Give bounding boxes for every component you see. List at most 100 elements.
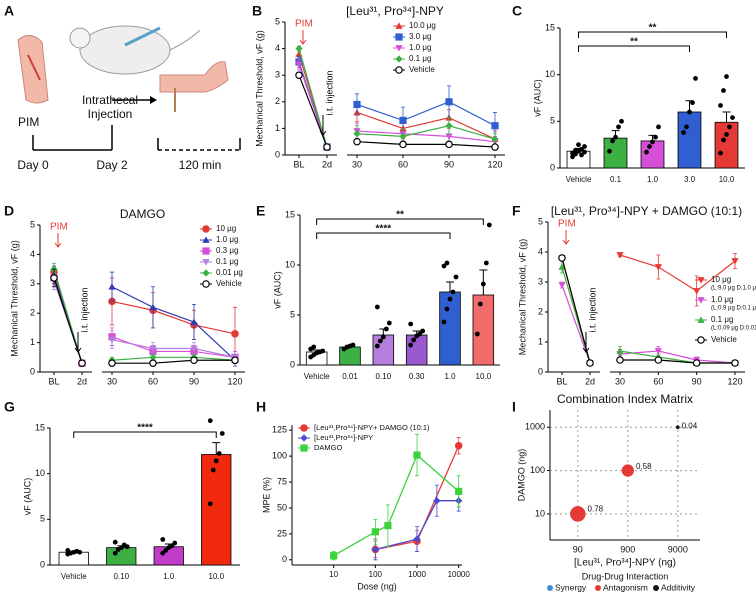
- data-point: [570, 154, 575, 160]
- bubble-label: 0.78: [588, 504, 604, 513]
- series-line: [356, 101, 496, 127]
- y-tick-label: 0: [30, 366, 35, 376]
- illustration: A PIM Intrathecal Injection Day 0 Day 2 …: [4, 3, 241, 172]
- y-tick-label: 0: [282, 554, 287, 564]
- x-tick-label: 900: [620, 544, 635, 554]
- x-tick-label: 30: [615, 376, 625, 386]
- y-tick-label: 2: [275, 96, 280, 106]
- arm-drawing: [17, 35, 49, 104]
- data-point: [687, 109, 692, 115]
- data-point: [377, 338, 383, 344]
- marker: [399, 116, 407, 125]
- y-tick-label: 4: [275, 43, 280, 53]
- legend-detail: (L:0.9 μg D:0.1 μg): [711, 306, 756, 312]
- marker: [697, 277, 705, 284]
- data-point: [721, 137, 726, 143]
- significance-label: ****: [137, 423, 153, 434]
- marker: [371, 545, 379, 554]
- data-point: [417, 331, 423, 337]
- marker: [202, 236, 210, 243]
- data-point: [721, 88, 726, 93]
- marker: [149, 303, 157, 311]
- legend-label: Vehicle: [711, 335, 737, 344]
- marker: [395, 22, 403, 29]
- significance-bracket: [316, 218, 484, 225]
- error-bar: [446, 281, 454, 292]
- significance-label: ****: [376, 224, 392, 235]
- marker: [202, 259, 210, 266]
- marker: [692, 359, 701, 367]
- data-point: [474, 331, 480, 337]
- series-line: [333, 453, 460, 557]
- data-point: [383, 326, 389, 332]
- panel-letter: F: [512, 203, 521, 219]
- series-line: [561, 284, 591, 364]
- data-point: [77, 549, 83, 555]
- y-tick-label: 5: [275, 16, 280, 26]
- data-point: [450, 289, 456, 295]
- annotation: i.t. injection: [587, 287, 597, 332]
- y-tick-label: 4: [30, 249, 35, 259]
- significance-label: **: [649, 23, 657, 34]
- series-line: [356, 125, 496, 140]
- x-tick-label: 0.10: [113, 572, 129, 581]
- x-tick-label: 10.0: [476, 372, 492, 381]
- marker: [654, 356, 663, 364]
- x-tick-label: 10.0: [719, 175, 735, 184]
- x-tick-label: 120: [487, 159, 502, 169]
- marker: [445, 133, 453, 140]
- marker: [149, 353, 157, 361]
- legend-label: 10.0 μg: [409, 21, 436, 30]
- marker: [399, 132, 407, 140]
- marker: [616, 347, 624, 354]
- bubble: [675, 425, 680, 430]
- panel-letter: G: [4, 399, 15, 415]
- series-line: [111, 300, 236, 335]
- y-axis-label: DAMGO (ng): [516, 449, 526, 502]
- data-point: [411, 337, 417, 343]
- syringe: [124, 26, 161, 47]
- marker: [149, 359, 157, 367]
- data-point: [408, 342, 414, 348]
- y-tick-label: 0: [550, 162, 555, 172]
- x-tick-label: 2d: [77, 376, 87, 386]
- marker: [693, 288, 701, 295]
- y-tick-label: 15: [545, 22, 555, 32]
- bar: [201, 454, 232, 566]
- data-point: [483, 260, 489, 266]
- series-line: [561, 257, 591, 364]
- marker: [445, 140, 453, 149]
- y-tick-label: 0: [538, 366, 543, 376]
- data-point: [441, 319, 447, 325]
- chart-title: DAMGO: [120, 207, 165, 221]
- y-tick-label: 1: [30, 337, 35, 347]
- data-point: [647, 144, 652, 149]
- marker: [455, 487, 463, 495]
- marker: [558, 254, 566, 262]
- marker: [731, 359, 739, 367]
- data-point: [684, 124, 689, 130]
- series-line: [111, 286, 236, 361]
- data-point: [644, 149, 649, 155]
- data-point: [213, 458, 219, 464]
- bar: [640, 140, 665, 169]
- data-point: [320, 348, 326, 354]
- y-tick-label: 1: [538, 336, 543, 346]
- legend-label: Synergy: [555, 582, 587, 592]
- marker: [50, 274, 58, 282]
- data-point: [656, 124, 661, 130]
- injection-label: Injection: [88, 107, 133, 121]
- y-axis-label: Mechanical Threshold, vF (g): [517, 239, 527, 355]
- marker: [395, 66, 403, 74]
- data-point: [380, 334, 386, 340]
- marker: [190, 356, 198, 365]
- y-axis-label: Mechanical Threshold, vF (g): [9, 240, 19, 356]
- data-point: [690, 100, 695, 106]
- x-tick-label: 90: [573, 544, 583, 554]
- x-tick-label: 10: [329, 570, 338, 579]
- x-tick-label: 3.0: [684, 175, 696, 184]
- marker: [149, 345, 157, 353]
- y-tick-label: 3: [275, 70, 280, 80]
- marker: [399, 140, 407, 149]
